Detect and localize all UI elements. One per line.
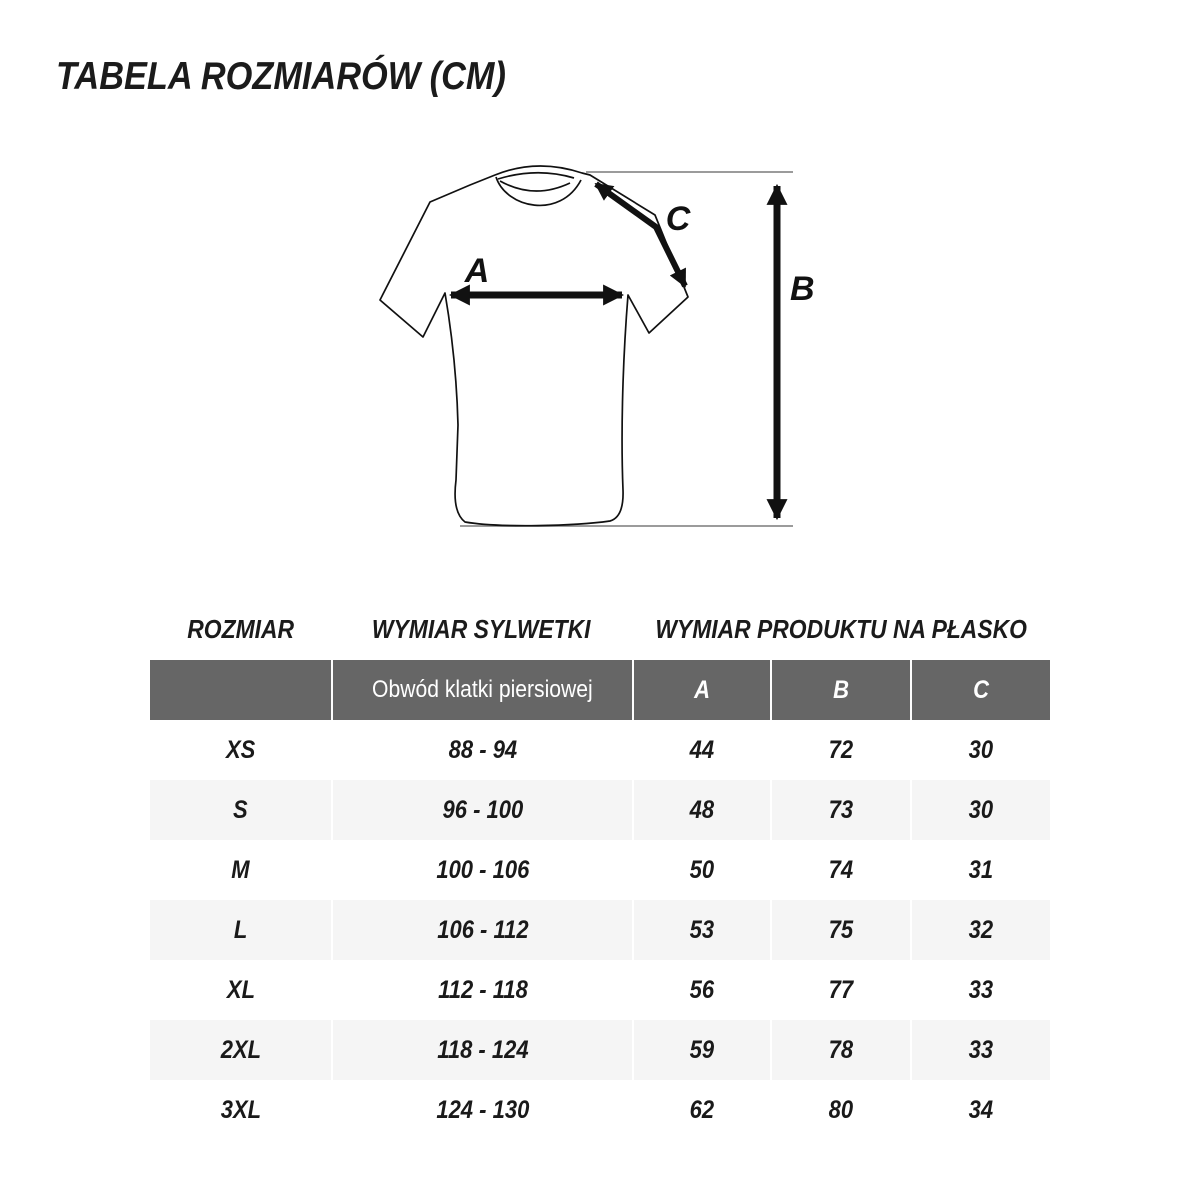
- b-value-cell: 75: [770, 900, 910, 960]
- table-header-row: Obwód klatki piersiowej A B C: [150, 660, 1050, 720]
- a-value-cell: 50: [632, 840, 770, 900]
- b-value-cell: 80: [770, 1080, 910, 1140]
- group-header-wymiar-sylwetki: WYMIAR SYLWETKI: [372, 613, 591, 644]
- page-title-text: TABELA ROZMIARÓW (CM): [56, 55, 506, 98]
- chest-range-cell: 100 - 106: [331, 840, 632, 900]
- chest-range-cell: 88 - 94: [331, 720, 632, 780]
- collar-front-curve: [495, 176, 582, 207]
- header-cell-c: C: [910, 660, 1050, 720]
- c-value-cell: 33: [910, 1020, 1050, 1080]
- a-value-cell: 48: [632, 780, 770, 840]
- b-value-cell: 74: [770, 840, 910, 900]
- size-cell: 3XL: [150, 1080, 331, 1140]
- size-cell: S: [150, 780, 331, 840]
- diagram-label-b: B: [790, 270, 815, 308]
- b-value-cell: 73: [770, 780, 910, 840]
- size-table-body: XS 88 - 94 44 72 30 S 96 - 100 48 73 30 …: [150, 720, 1050, 1140]
- a-value-cell: 59: [632, 1020, 770, 1080]
- header-cell-size: [150, 660, 331, 720]
- chest-range-cell: 96 - 100: [331, 780, 632, 840]
- a-value-cell: 56: [632, 960, 770, 1020]
- c-value-cell: 31: [910, 840, 1050, 900]
- c-value-cell: 30: [910, 780, 1050, 840]
- size-cell: L: [150, 900, 331, 960]
- b-value-cell: 72: [770, 720, 910, 780]
- size-cell: XS: [150, 720, 331, 780]
- table-row: M 100 - 106 50 74 31: [150, 840, 1050, 900]
- a-value-cell: 44: [632, 720, 770, 780]
- chest-range-cell: 118 - 124: [331, 1020, 632, 1080]
- chest-range-cell: 124 - 130: [331, 1080, 632, 1140]
- c-value-cell: 34: [910, 1080, 1050, 1140]
- chest-range-cell: 112 - 118: [331, 960, 632, 1020]
- table-row: 3XL 124 - 130 62 80 34: [150, 1080, 1050, 1140]
- table-row: L 106 - 112 53 75 32: [150, 900, 1050, 960]
- size-cell: 2XL: [150, 1020, 331, 1080]
- a-value-cell: 62: [632, 1080, 770, 1140]
- collar-band-top-line: [497, 171, 575, 180]
- diagram-label-a: A: [464, 252, 490, 290]
- chest-range-cell: 106 - 112: [331, 900, 632, 960]
- c-value-cell: 33: [910, 960, 1050, 1020]
- b-value-cell: 78: [770, 1020, 910, 1080]
- table-row: XL 112 - 118 56 77 33: [150, 960, 1050, 1020]
- group-header-wymiar-produktu: WYMIAR PRODUKTU NA PŁASKO: [655, 613, 1027, 644]
- collar-band-bottom-line: [499, 180, 571, 192]
- b-value-cell: 77: [770, 960, 910, 1020]
- size-cell: M: [150, 840, 331, 900]
- size-cell: XL: [150, 960, 331, 1020]
- group-header-rozmiar: ROZMIAR: [187, 613, 294, 644]
- page-title: TABELA ROZMIARÓW (CM): [56, 55, 567, 99]
- header-cell-chest: Obwód klatki piersiowej: [331, 660, 632, 720]
- header-cell-b: B: [770, 660, 910, 720]
- table-group-headers: ROZMIAR WYMIAR SYLWETKI WYMIAR PRODUKTU …: [150, 608, 1050, 650]
- table-row: 2XL 118 - 124 59 78 33: [150, 1020, 1050, 1080]
- header-cell-a: A: [632, 660, 770, 720]
- c-value-cell: 30: [910, 720, 1050, 780]
- a-value-cell: 53: [632, 900, 770, 960]
- tshirt-measurement-diagram: A B C: [379, 165, 815, 527]
- diagram-label-c: C: [666, 200, 691, 238]
- table-row: S 96 - 100 48 73 30: [150, 780, 1050, 840]
- arrow-c: [594, 181, 688, 288]
- table-row: XS 88 - 94 44 72 30: [150, 720, 1050, 780]
- c-value-cell: 32: [910, 900, 1050, 960]
- size-table: Obwód klatki piersiowej A B C XS 88 - 94…: [150, 660, 1050, 1140]
